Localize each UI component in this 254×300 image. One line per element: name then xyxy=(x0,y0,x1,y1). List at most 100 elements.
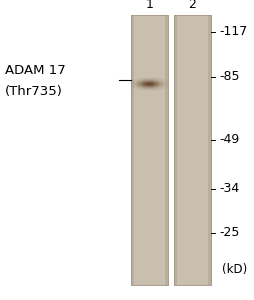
Bar xyxy=(159,82,160,83)
Bar xyxy=(148,78,149,79)
Bar xyxy=(158,84,159,85)
Bar xyxy=(154,81,155,82)
Bar xyxy=(152,84,153,85)
Bar xyxy=(141,83,142,84)
Bar xyxy=(163,84,164,85)
Bar xyxy=(131,15,168,285)
Bar xyxy=(142,81,143,82)
Bar xyxy=(133,83,135,84)
Bar xyxy=(146,88,147,89)
Bar xyxy=(162,79,163,80)
Bar xyxy=(142,88,143,89)
Bar xyxy=(133,79,135,80)
Bar xyxy=(133,87,135,88)
Bar xyxy=(166,85,168,86)
Bar xyxy=(158,90,159,91)
Bar xyxy=(159,83,160,84)
Bar xyxy=(139,80,141,81)
Bar xyxy=(149,88,150,89)
Bar xyxy=(155,81,156,82)
Bar xyxy=(143,83,144,84)
Bar xyxy=(147,82,148,83)
Bar xyxy=(154,89,155,90)
Bar xyxy=(152,85,153,86)
Bar xyxy=(136,78,137,79)
Bar xyxy=(144,77,146,78)
Bar xyxy=(153,88,154,89)
Bar xyxy=(162,84,163,85)
Bar xyxy=(154,85,155,86)
Bar xyxy=(132,86,133,87)
Bar xyxy=(149,78,150,79)
Bar xyxy=(138,87,139,88)
Bar xyxy=(154,80,155,81)
Bar xyxy=(139,78,141,79)
Bar xyxy=(153,78,154,79)
Bar xyxy=(149,89,150,90)
Bar xyxy=(166,81,168,82)
Bar xyxy=(153,87,154,88)
Bar xyxy=(158,86,159,87)
Bar xyxy=(132,82,133,83)
Bar xyxy=(158,88,159,89)
Bar xyxy=(133,86,135,87)
Bar xyxy=(158,87,159,88)
Bar xyxy=(135,86,136,87)
Bar xyxy=(137,88,138,89)
Bar xyxy=(155,89,156,90)
Bar xyxy=(160,88,162,89)
Bar xyxy=(150,89,152,90)
Bar xyxy=(152,90,153,91)
Bar xyxy=(165,15,168,285)
Bar xyxy=(155,82,156,83)
Bar xyxy=(166,86,168,87)
Bar xyxy=(141,80,142,81)
Bar xyxy=(139,90,141,91)
Bar xyxy=(160,79,162,80)
Bar xyxy=(152,79,153,80)
Bar xyxy=(158,81,159,82)
Bar xyxy=(162,85,163,86)
Bar xyxy=(156,87,158,88)
Bar xyxy=(165,80,166,81)
Bar xyxy=(164,85,165,86)
Bar xyxy=(156,88,158,89)
Bar xyxy=(131,15,134,285)
Bar xyxy=(155,90,156,91)
Bar xyxy=(158,89,159,90)
Bar xyxy=(148,84,149,85)
Bar xyxy=(163,87,164,88)
Bar xyxy=(153,81,154,82)
Bar xyxy=(147,78,148,79)
Bar xyxy=(158,85,159,86)
Bar xyxy=(142,80,143,81)
Bar xyxy=(149,86,150,87)
Bar xyxy=(141,88,142,89)
Bar xyxy=(158,80,159,81)
Bar xyxy=(143,78,144,79)
Bar xyxy=(138,85,139,86)
Bar xyxy=(139,81,141,82)
Bar xyxy=(146,85,147,86)
Bar xyxy=(139,89,141,90)
Bar xyxy=(154,90,155,91)
Bar xyxy=(150,83,152,84)
Bar xyxy=(144,83,146,84)
Bar xyxy=(155,88,156,89)
Bar xyxy=(163,88,164,89)
Bar xyxy=(133,84,135,85)
Bar xyxy=(144,84,146,85)
Bar xyxy=(159,88,160,89)
Bar xyxy=(148,82,149,83)
Bar xyxy=(150,87,152,88)
Bar xyxy=(141,86,142,87)
Bar xyxy=(166,80,168,81)
Bar xyxy=(160,87,162,88)
Bar xyxy=(155,85,156,86)
Bar xyxy=(147,80,148,81)
Bar xyxy=(144,90,146,91)
Bar xyxy=(154,78,155,79)
Bar xyxy=(141,77,142,78)
Bar xyxy=(165,82,166,83)
Bar xyxy=(162,83,163,84)
